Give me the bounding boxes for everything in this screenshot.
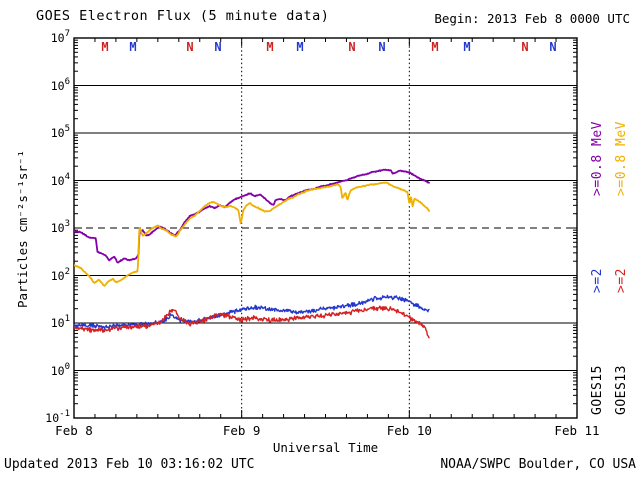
legend-column-goes13: GOES13 >=2 >=0.8 MeV bbox=[613, 121, 629, 415]
legend-column-goes15: GOES15 >=2 >=0.8 MeV bbox=[589, 121, 605, 415]
y-tick-label: 107 bbox=[50, 29, 70, 45]
event-marker-n: N bbox=[214, 40, 222, 54]
y-tick-label: 102 bbox=[50, 266, 70, 283]
y-tick-label: 106 bbox=[50, 76, 70, 93]
event-marker-m: M bbox=[101, 40, 109, 54]
series-goes13-0-8-mev bbox=[74, 181, 430, 287]
y-tick-label: 103 bbox=[50, 219, 70, 235]
event-marker-m: M bbox=[129, 40, 137, 54]
x-tick-label: Feb 11 bbox=[554, 423, 600, 438]
legend-entry: >=2 bbox=[589, 268, 605, 293]
event-marker-n: N bbox=[521, 40, 529, 54]
updated-timestamp: Updated 2013 Feb 10 03:16:02 UTC bbox=[4, 457, 255, 472]
legend-entry: >=0.8 MeV bbox=[589, 121, 605, 196]
event-marker-m: M bbox=[463, 40, 471, 54]
series-goes15-0-8-mev bbox=[74, 168, 430, 264]
event-marker-n: N bbox=[378, 40, 386, 54]
source-label: NOAA/SWPC Boulder, CO USA bbox=[440, 457, 636, 472]
begin-time-label: Begin: 2013 Feb 8 0000 UTC bbox=[434, 11, 630, 26]
event-marker-n: N bbox=[549, 40, 557, 54]
legend-entry: >=0.8 MeV bbox=[613, 121, 629, 196]
series-goes15-2-mev bbox=[74, 294, 430, 330]
legend-entry: GOES13 bbox=[613, 365, 629, 415]
legend-entry: GOES15 bbox=[589, 365, 605, 415]
event-marker-n: N bbox=[348, 40, 356, 54]
event-marker-m: M bbox=[296, 40, 304, 54]
y-tick-label: 105 bbox=[50, 124, 70, 140]
y-tick-label: 104 bbox=[50, 171, 70, 188]
y-tick-label: 100 bbox=[50, 361, 70, 378]
event-marker-m: M bbox=[431, 40, 439, 54]
x-tick-label: Feb 9 bbox=[222, 423, 261, 438]
series-goes13-2-mev bbox=[74, 305, 430, 339]
y-tick-label: 10-1 bbox=[45, 409, 70, 425]
legend-entry: >=2 bbox=[613, 268, 629, 293]
event-marker-n: N bbox=[186, 40, 194, 54]
y-tick-label: 101 bbox=[50, 314, 70, 330]
page-title: GOES Electron Flux (5 minute data) bbox=[36, 8, 330, 24]
x-tick-label: Feb 8 bbox=[55, 423, 93, 438]
x-axis-label: Universal Time bbox=[272, 440, 379, 455]
event-marker-m: M bbox=[266, 40, 274, 54]
x-tick-label: Feb 10 bbox=[386, 423, 432, 438]
